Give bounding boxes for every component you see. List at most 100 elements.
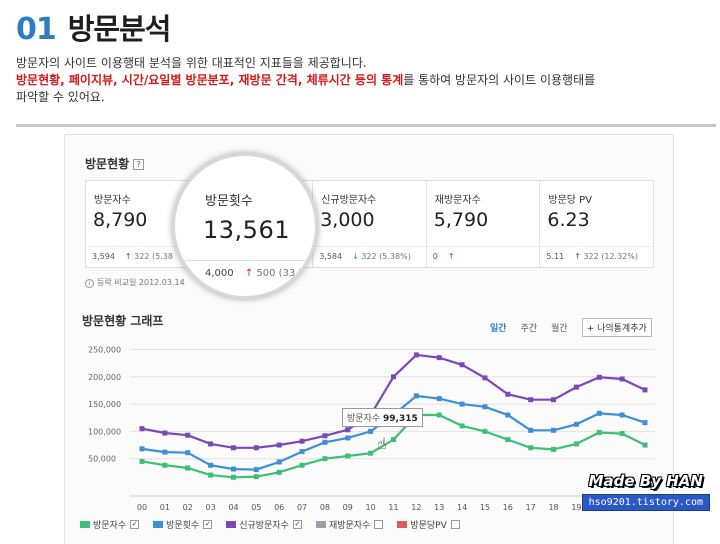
magnifier-change: 500 (33.7 — [256, 268, 305, 279]
x-tick-label: 16 — [503, 503, 513, 512]
magnifier-sub: 4,000 ↑ 500 (33.7 — [205, 268, 305, 279]
data-point — [208, 472, 214, 478]
stat-value: 6.23 — [547, 209, 590, 231]
x-tick-label: 00 — [137, 503, 147, 512]
data-point — [185, 450, 191, 456]
data-point — [413, 393, 419, 399]
data-point — [368, 450, 374, 456]
data-point — [391, 374, 396, 380]
legend-label: 방문자수 — [93, 521, 127, 531]
legend-label: 방문횟수 — [166, 521, 200, 531]
compare-date[interactable]: i 등락 비교일 2012.03.14 — [85, 277, 185, 288]
tab-weekly[interactable]: 주간 — [520, 324, 538, 334]
data-point — [459, 362, 465, 368]
graph-title: 방문현황 그래프 — [82, 314, 164, 328]
legend-label: 방문당PV — [410, 521, 447, 531]
stat-value: 3,000 — [320, 209, 375, 231]
visits-line-chart: 250,000 200,000 150,000 100,000 50,000 00 01 02… — [88, 345, 655, 512]
stat-change-wrap: ↑ 322 (5.38 — [125, 252, 173, 261]
x-tick-label: 18 — [548, 503, 558, 512]
data-point — [573, 421, 579, 427]
stat-change-wrap: ↑ 322 (12.32%) — [574, 252, 638, 261]
magnifier-change-wrap: ↑ 500 (33.7 — [245, 268, 305, 279]
intro-line-2: 방문현황, 페이지뷰, 시간/요일별 방문분포, 재방문 간격, 체류시간 등의… — [16, 72, 716, 89]
y-tick-label: 150,000 — [88, 400, 121, 409]
legend-item[interactable]: 방문횟수 ✓ — [153, 518, 213, 531]
stat-label: 방문자수 — [94, 195, 131, 206]
stat-card[interactable]: 신규방문자수 3,000 3,584 ↓ 322 (5.38%) — [313, 181, 427, 267]
data-point — [551, 397, 557, 403]
graph-tabs: 일간 주간 월간 + 나의통계추가 — [490, 318, 652, 337]
data-point — [596, 429, 602, 435]
data-point — [253, 474, 259, 480]
intro-text: 방문자의 사이트 이용행태 분석을 위한 대표적인 지표들을 제공합니다. 방문… — [16, 55, 716, 106]
up-arrow-icon: ↑ — [447, 252, 455, 261]
legend-item[interactable]: 재방문자수 — [315, 518, 384, 531]
stat-card[interactable]: 재방문자수 5,790 0 ↑ — [426, 181, 541, 267]
data-point — [345, 427, 351, 433]
data-point — [391, 437, 396, 443]
legend-item[interactable]: 신규방문자수 ✓ — [226, 518, 302, 531]
stat-card[interactable]: 방문당 PV 6.23 5.11 ↑ 322 (12.32%) — [540, 181, 653, 267]
data-point — [573, 384, 579, 390]
x-tick-label: 04 — [228, 503, 238, 512]
x-tick-label: 17 — [526, 503, 536, 512]
data-point — [208, 462, 214, 468]
legend-checkbox[interactable] — [374, 520, 384, 529]
data-point — [619, 431, 625, 437]
x-tick-label: 12 — [411, 503, 421, 512]
data-point — [139, 426, 145, 432]
stat-label: 신규방문자수 — [321, 195, 377, 206]
stat-sub: 3,594 ↑ 322 (5.38 — [86, 246, 199, 261]
data-point — [276, 469, 282, 475]
data-point — [573, 441, 579, 447]
stat-change: 322 (12.32%) — [583, 252, 638, 261]
status-title: 방문현황? — [85, 155, 145, 172]
stat-prev: 5.11 — [546, 252, 565, 261]
tooltip-label: 방문자수 — [347, 414, 381, 424]
stat-change: 322 (5.38%) — [361, 252, 411, 261]
intro-line-3: 파악할 수 있어요. — [16, 90, 105, 104]
data-point — [551, 446, 557, 452]
x-tick-label: 15 — [480, 503, 490, 512]
data-point — [230, 445, 236, 451]
legend-checkbox[interactable]: ✓ — [203, 520, 213, 529]
legend-checkbox[interactable]: ✓ — [130, 520, 140, 529]
tab-monthly[interactable]: 월간 — [551, 324, 568, 334]
legend-checkbox[interactable] — [450, 520, 460, 529]
data-point — [596, 374, 602, 380]
stat-value: 8,790 — [93, 209, 148, 231]
data-point — [436, 355, 442, 361]
y-tick-label: 250,000 — [88, 345, 121, 354]
legend-item[interactable]: 방문자수 ✓ — [80, 518, 140, 531]
legend-checkbox[interactable]: ✓ — [292, 520, 302, 529]
hand-cursor-icon: ☝ — [377, 434, 387, 453]
help-icon[interactable]: ? — [133, 159, 145, 170]
tab-daily[interactable]: 일간 — [490, 324, 507, 334]
legend-label: 신규방문자수 — [239, 521, 289, 531]
section-number: 01 — [16, 12, 57, 47]
stat-change: 322 (5.38 — [134, 252, 173, 261]
data-point — [642, 420, 648, 426]
legend-label: 재방문자수 — [328, 521, 371, 531]
legend-item[interactable]: 방문당PV — [397, 518, 460, 531]
data-point — [436, 412, 442, 418]
tooltip-value: 99,315 — [383, 414, 418, 424]
divider — [16, 124, 716, 127]
data-point — [345, 435, 351, 441]
magnifier-divider — [175, 260, 315, 261]
stat-sub: 3,584 ↓ 322 (5.38%) — [313, 246, 426, 261]
stat-label: 방문당 PV — [548, 195, 593, 206]
data-point — [596, 410, 602, 416]
data-point — [208, 441, 214, 447]
data-point — [368, 428, 374, 434]
data-point — [528, 427, 534, 433]
data-point — [459, 423, 465, 429]
y-tick-label: 100,000 — [88, 427, 121, 436]
data-point — [528, 397, 534, 403]
add-my-stats-button[interactable]: + 나의통계추가 — [581, 318, 652, 337]
data-point — [230, 466, 236, 472]
stat-change-wrap: ↓ 322 (5.38%) — [352, 252, 411, 261]
data-point — [299, 462, 305, 468]
